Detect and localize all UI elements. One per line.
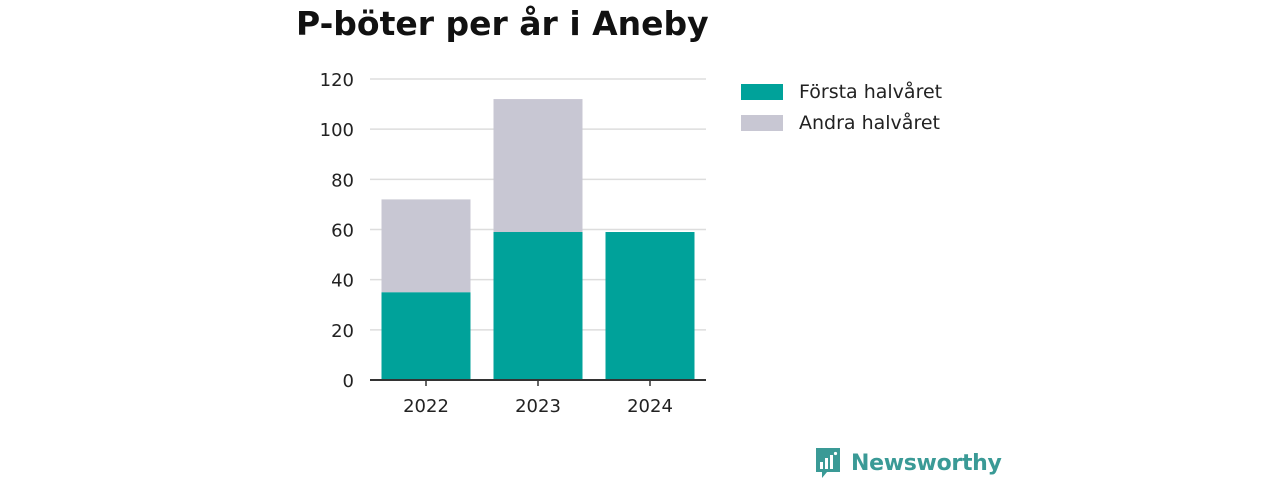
- bar-second-half-2023: [493, 99, 583, 233]
- legend: Första halvåret Andra halvåret: [741, 76, 942, 138]
- bar-first-half-2024: [605, 232, 695, 380]
- bar-first-half-2023: [493, 232, 583, 380]
- x-tick-label: 2023: [515, 396, 561, 417]
- x-tick-label: 2024: [627, 396, 673, 417]
- y-tick-label: 80: [331, 170, 354, 191]
- y-tick-label: 20: [331, 321, 354, 342]
- bar-first-half-2022: [381, 292, 471, 380]
- legend-label-second-half: Andra halvåret: [799, 111, 940, 134]
- brand-name: Newsworthy: [851, 450, 1002, 476]
- y-tick-label: 0: [343, 371, 354, 392]
- newsworthy-logo-icon: [816, 448, 840, 478]
- legend-item-second-half: Andra halvåret: [741, 107, 942, 138]
- legend-label-first-half: Första halvåret: [799, 80, 943, 103]
- bars: [381, 99, 695, 380]
- y-tick-label: 40: [331, 271, 354, 292]
- legend-swatch-second-half: [741, 114, 783, 131]
- chart-title: P-böter per år i Aneby: [296, 4, 709, 43]
- y-tick-label: 100: [320, 120, 354, 141]
- bar-second-half-2022: [381, 199, 471, 293]
- brand-logo: Newsworthy: [814, 446, 1002, 480]
- legend-item-first-half: Första halvåret: [741, 76, 942, 107]
- legend-swatch-first-half: [741, 83, 783, 100]
- y-tick-label: 120: [320, 70, 354, 91]
- axes: 0 20 40 60 80 100 120 2022 2023 2024: [320, 70, 706, 417]
- y-tick-label: 60: [331, 221, 354, 242]
- x-tick-label: 2022: [403, 396, 449, 417]
